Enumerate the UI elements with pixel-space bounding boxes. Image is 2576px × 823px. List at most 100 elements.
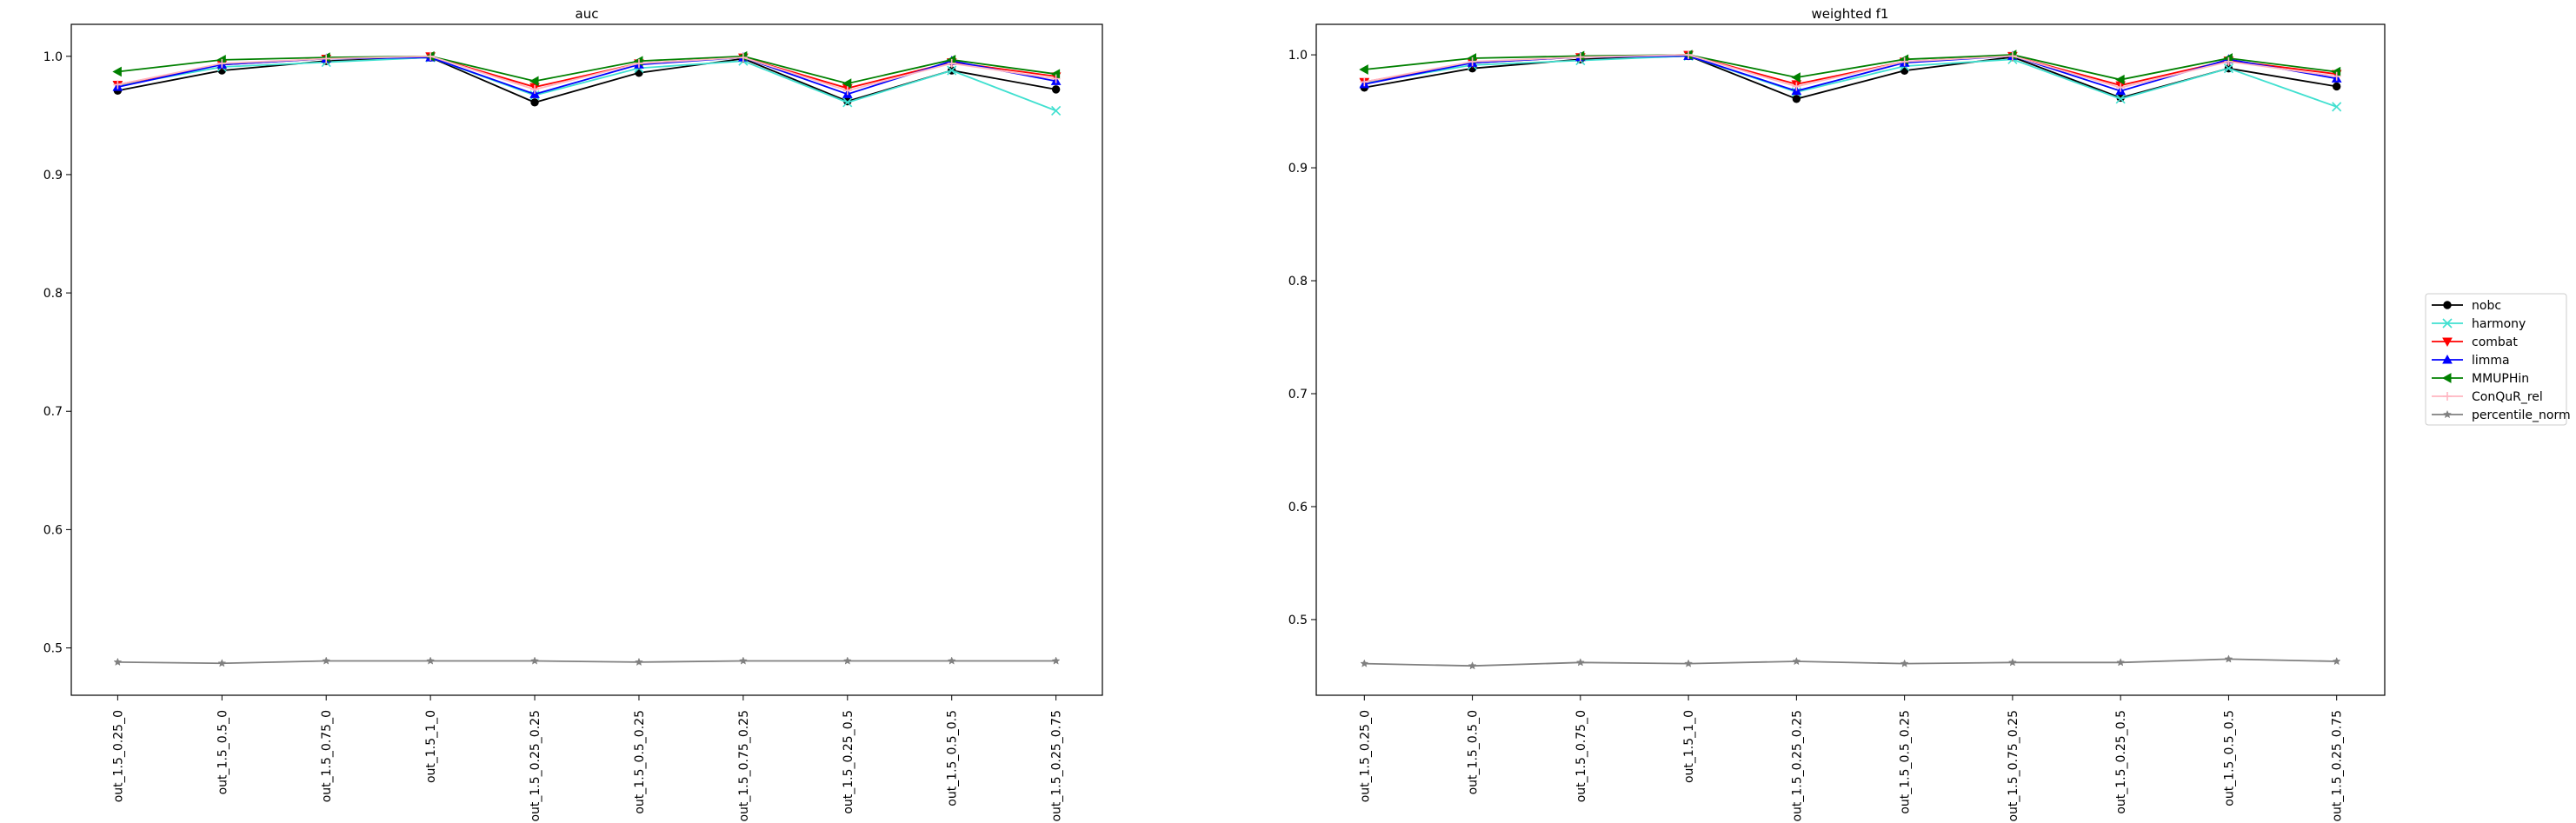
legend-marker-harmony bbox=[2442, 318, 2453, 329]
legend-item-harmony: harmony bbox=[2432, 317, 2526, 331]
data-point-conqur-rel bbox=[1360, 77, 1369, 87]
legend-label: percentile_norm bbox=[2472, 408, 2571, 422]
data-point-percentile-norm bbox=[1575, 658, 1585, 667]
legend-label: MMUPHin bbox=[2472, 372, 2529, 386]
y-tick-label: 0.8 bbox=[1288, 275, 1308, 289]
data-point-conqur-rel bbox=[2007, 51, 2017, 61]
subplot-weighted-f1: weighted f1 0.5 0.6 0.7 0.8 0.9 1.0 out_1.5_0… bbox=[1288, 6, 2386, 822]
data-point-percentile-norm bbox=[2007, 658, 2017, 667]
legend-label: combat bbox=[2472, 335, 2518, 349]
data-point-conqur-rel bbox=[113, 80, 123, 90]
y-axis: 0.5 0.6 0.7 0.8 0.9 1.0 bbox=[1288, 49, 1316, 627]
series-line-percentile-norm bbox=[1364, 658, 2337, 667]
data-point-percentile-norm bbox=[217, 659, 227, 667]
data-point-conqur-rel bbox=[217, 58, 227, 68]
data-point-nobc bbox=[1051, 85, 1061, 94]
y-tick-label: 0.6 bbox=[1288, 501, 1308, 514]
x-tick-label: out_1.5_0.5_0 bbox=[1467, 710, 1481, 794]
y-tick-label: 0.6 bbox=[43, 523, 63, 537]
data-point-percentile-norm bbox=[113, 657, 123, 667]
data-point-nobc bbox=[1792, 95, 1801, 103]
data-point-harmony bbox=[2223, 63, 2233, 74]
x-tick-label: out_1.5_0.25_0.75 bbox=[1050, 710, 1064, 822]
legend-item-percentile-norm: percentile_norm bbox=[2432, 408, 2571, 422]
data-point-percentile-norm bbox=[1360, 659, 1369, 667]
data-point-mmuphin bbox=[2115, 74, 2125, 85]
series-line-mmuphin bbox=[1364, 54, 2337, 81]
legend-item-nobc: nobc bbox=[2432, 299, 2501, 313]
x-tick-label: out_1.5_0.25_0 bbox=[111, 710, 125, 802]
legend-frame bbox=[2425, 293, 2567, 426]
data-point-nobc bbox=[2332, 82, 2341, 91]
y-tick-label: 0.9 bbox=[1288, 162, 1308, 176]
series-line-harmony bbox=[1364, 55, 2338, 108]
y-axis: 0.5 0.6 0.7 0.8 0.9 1.0 bbox=[43, 50, 71, 656]
series-conqur-rel bbox=[113, 51, 1061, 96]
x-tick-label: out_1.5_0.25_0.25 bbox=[1790, 710, 1804, 822]
x-tick-label: out_1.5_0.5_0.5 bbox=[2222, 710, 2236, 806]
data-point-percentile-norm bbox=[426, 656, 436, 665]
x-tick-label: out_1.5_0.25_0 bbox=[1358, 710, 1372, 802]
data-point-percentile-norm bbox=[322, 656, 331, 665]
data-point-conqur-rel bbox=[1792, 82, 1801, 91]
data-point-mmuphin bbox=[842, 78, 852, 89]
legend-label: nobc bbox=[2472, 299, 2501, 313]
series-line-percentile-norm bbox=[117, 660, 1056, 665]
data-point-harmony bbox=[842, 97, 853, 108]
y-tick-label: 0.9 bbox=[43, 169, 63, 183]
data-point-percentile-norm bbox=[635, 657, 643, 667]
data-point-nobc bbox=[530, 98, 539, 107]
series-lines bbox=[1359, 50, 2342, 670]
y-tick-label: 0.5 bbox=[1288, 614, 1308, 627]
data-point-conqur-rel bbox=[842, 86, 852, 96]
data-point-mmuphin bbox=[529, 76, 539, 87]
series-line-conqur-rel bbox=[1364, 54, 2337, 89]
series-line-mmuphin bbox=[117, 55, 1056, 85]
y-tick-label: 1.0 bbox=[43, 50, 63, 64]
subplot-auc: auc 0.50.60.70.80.91.0 out_1.5_0.25_0 out… bbox=[43, 6, 1103, 822]
legend-marker-limma bbox=[2442, 354, 2453, 364]
data-point-conqur-rel bbox=[634, 58, 643, 68]
legend-label: harmony bbox=[2472, 317, 2526, 331]
series-lines bbox=[112, 50, 1062, 667]
legend-marker-mmuphin bbox=[2441, 373, 2452, 383]
series-line-conqur-rel bbox=[117, 55, 1056, 92]
data-point-percentile-norm bbox=[947, 656, 956, 665]
subplot-title: auc bbox=[576, 6, 599, 22]
x-tick-label: out_1.5_0.75_0 bbox=[1574, 710, 1588, 802]
data-point-percentile-norm bbox=[530, 656, 539, 665]
series-percentile-norm bbox=[113, 656, 1061, 667]
x-tick-label: out_1.5_1_0 bbox=[424, 710, 438, 783]
x-tick-label: out_1.5_0.25_0.75 bbox=[2331, 710, 2345, 822]
data-point-harmony bbox=[2332, 102, 2342, 112]
y-tick-label: 0.7 bbox=[1288, 388, 1308, 402]
data-point-mmuphin bbox=[1359, 64, 1368, 75]
x-tick-label: out_1.5_0.75_0 bbox=[320, 710, 334, 802]
legend-marker-percentile-norm bbox=[2443, 409, 2452, 419]
x-tick-label: out_1.5_0.25_0.5 bbox=[842, 710, 855, 814]
legend-item-conqur-rel: ConQuR_rel bbox=[2432, 390, 2543, 404]
x-tick-label: out_1.5_0.25_0.25 bbox=[529, 710, 542, 822]
x-axis: out_1.5_0.25_0 out_1.5_0.5_0 out_1.5_0.75_… bbox=[1358, 695, 2345, 822]
legend-marker-conqur-rel bbox=[2443, 392, 2452, 401]
legend-item-mmuphin: MMUPHin bbox=[2432, 372, 2529, 386]
data-point-percentile-norm bbox=[2224, 654, 2233, 663]
data-point-harmony bbox=[947, 65, 957, 76]
x-tick-label: out_1.5_0.75_0.25 bbox=[737, 710, 751, 822]
series-mmuphin bbox=[1359, 50, 2341, 85]
x-tick-label: out_1.5_1_0 bbox=[1682, 710, 1696, 783]
data-point-conqur-rel bbox=[2116, 83, 2126, 92]
x-tick-label: out_1.5_0.25_0.5 bbox=[2114, 710, 2128, 814]
series-percentile-norm bbox=[1360, 654, 2341, 670]
data-point-mmuphin bbox=[1791, 72, 1801, 83]
y-tick-label: 0.5 bbox=[43, 642, 63, 656]
data-point-conqur-rel bbox=[322, 54, 331, 63]
data-point-conqur-rel bbox=[426, 51, 436, 61]
data-point-percentile-norm bbox=[2116, 658, 2126, 667]
data-point-harmony bbox=[1051, 105, 1062, 116]
series-conqur-rel bbox=[1360, 50, 2341, 92]
data-point-conqur-rel bbox=[2332, 71, 2341, 81]
data-point-percentile-norm bbox=[2332, 656, 2341, 666]
legend-item-combat: combat bbox=[2432, 335, 2518, 349]
